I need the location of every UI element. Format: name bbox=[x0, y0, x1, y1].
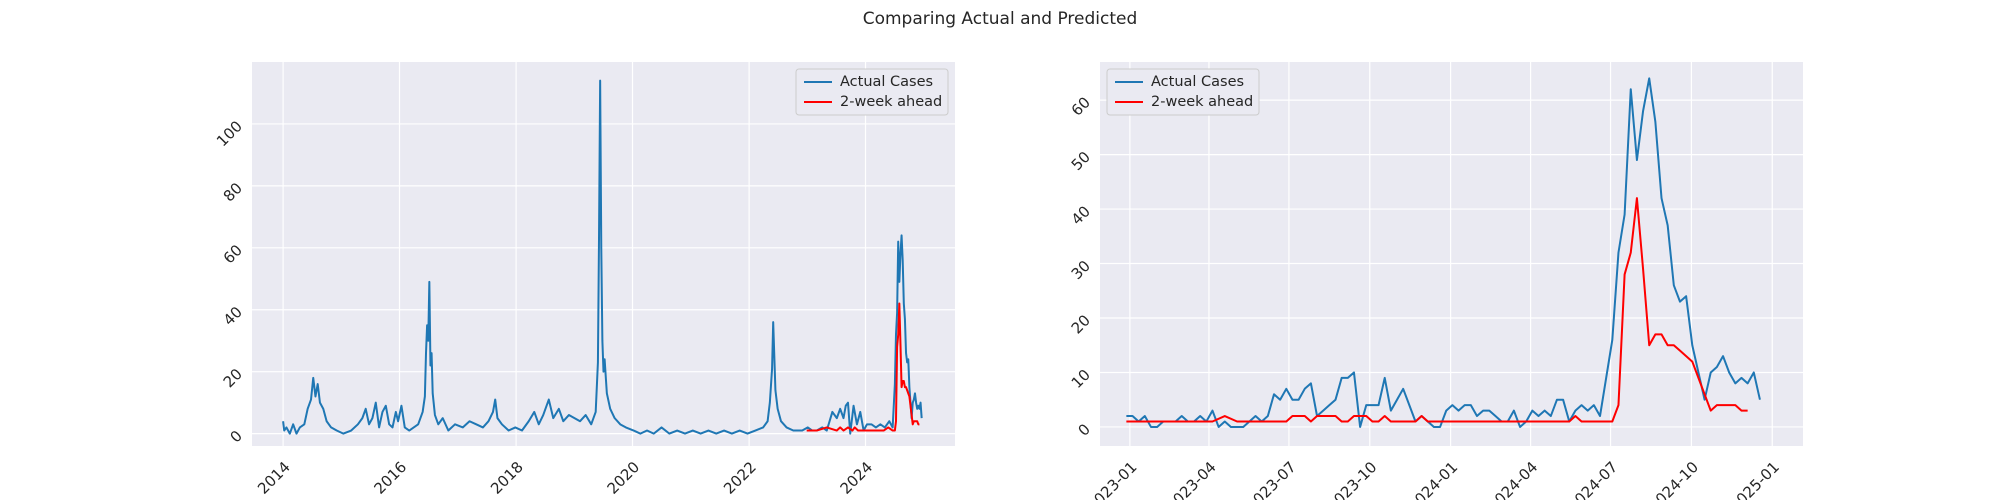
y-tick-label: 60 bbox=[1068, 93, 1094, 119]
x-tick-label: 2024-07 bbox=[1564, 458, 1621, 500]
figure-title: Comparing Actual and Predicted bbox=[863, 9, 1138, 29]
y-tick-label: 80 bbox=[220, 179, 246, 205]
legend-label: 2-week ahead bbox=[840, 94, 942, 110]
y-tick-label: 0 bbox=[227, 427, 246, 446]
x-tick-label: 2014 bbox=[254, 458, 294, 498]
x-tick-label: 2023-01 bbox=[1084, 458, 1141, 500]
chart-right: 2023-01 2023-04 2023-07 2023-10 2024-01 2024-… bbox=[1068, 62, 1803, 500]
y-tick-label: 50 bbox=[1068, 148, 1094, 174]
y-tick-label: 60 bbox=[220, 241, 246, 267]
legend-label: Actual Cases bbox=[840, 74, 933, 90]
y-tick-label: 40 bbox=[220, 303, 246, 329]
x-tick-label: 2023-07 bbox=[1243, 458, 1300, 500]
series-line-actual-cases bbox=[1126, 77, 1761, 428]
x-tick-label: 2024-10 bbox=[1645, 458, 1702, 500]
y-tick-label: 0 bbox=[1075, 420, 1094, 439]
y-tick-label: 100 bbox=[213, 117, 246, 150]
chart-left: 2014 2016 2018 2020 2022 2024 0 20 40 60 80 100 Actu… bbox=[213, 62, 955, 498]
legend-label: Actual Cases bbox=[1151, 74, 1244, 90]
legend-label: 2-week ahead bbox=[1151, 94, 1253, 110]
x-tick-label: 2024 bbox=[837, 458, 877, 498]
legend-box bbox=[795, 68, 949, 116]
x-tick-label: 2020 bbox=[604, 458, 644, 498]
x-tick-label: 2023-10 bbox=[1323, 458, 1380, 500]
legend: Actual Cases 2-week ahead bbox=[795, 68, 949, 116]
x-tick-label: 2022 bbox=[720, 458, 760, 498]
series-line-two-week-ahead bbox=[1126, 197, 1748, 423]
x-tick-label: 2016 bbox=[371, 458, 411, 498]
y-tick-label: 30 bbox=[1068, 257, 1094, 283]
x-tick-label: 2024-04 bbox=[1484, 458, 1541, 500]
series-line-two-week-ahead bbox=[806, 302, 920, 432]
y-tick-label: 40 bbox=[1068, 202, 1094, 228]
y-tick-label: 20 bbox=[1068, 311, 1094, 337]
x-tick-label: 2024-01 bbox=[1404, 458, 1461, 500]
y-tick-label: 10 bbox=[1068, 366, 1094, 392]
series-line-actual-cases bbox=[282, 79, 923, 435]
legend: Actual Cases 2-week ahead bbox=[1106, 68, 1260, 116]
x-tick-label: 2025-01 bbox=[1726, 458, 1783, 500]
x-tick-label: 2023-04 bbox=[1163, 458, 1220, 500]
x-tick-label: 2018 bbox=[487, 458, 527, 498]
plot-area bbox=[1100, 62, 1803, 446]
plot-area bbox=[252, 62, 955, 446]
legend-box bbox=[1106, 68, 1260, 116]
y-tick-label: 20 bbox=[220, 365, 246, 391]
